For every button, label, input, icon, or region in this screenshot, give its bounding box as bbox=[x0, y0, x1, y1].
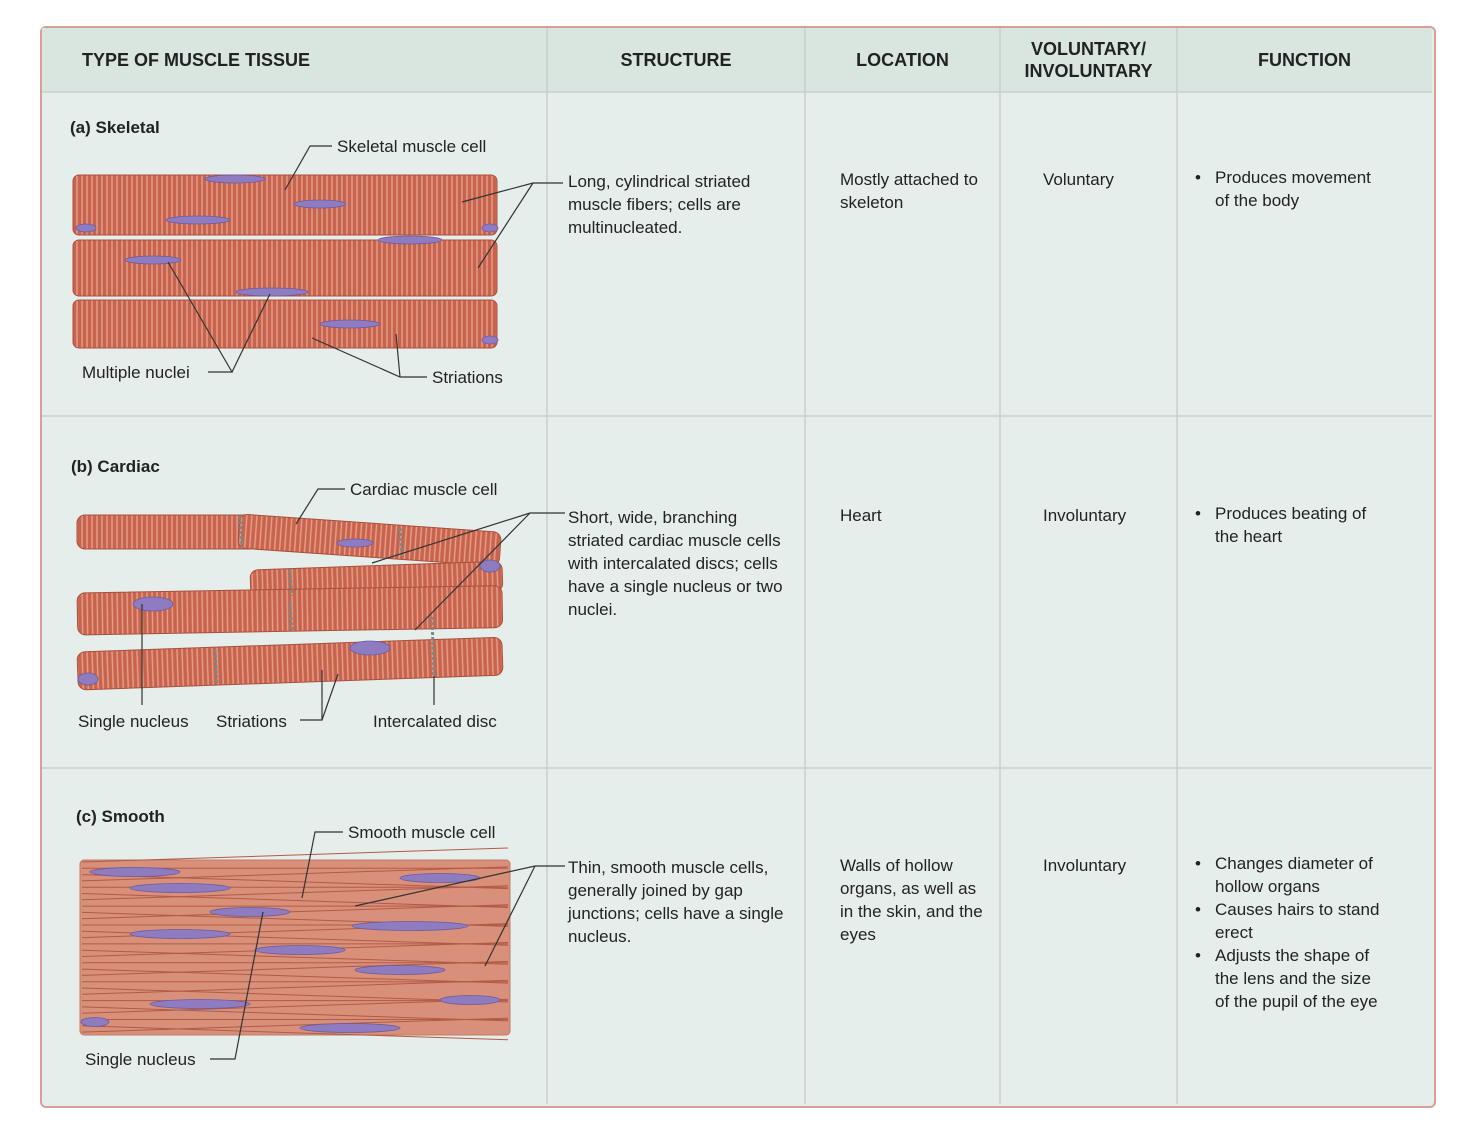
tissue-type: (b) Cardiac bbox=[71, 457, 160, 476]
illustration-label: Single nucleus bbox=[85, 1050, 196, 1069]
function-item: Adjusts the shape of the lens and the si… bbox=[1195, 944, 1385, 1013]
function-list: Produces movement of the body bbox=[1195, 166, 1385, 212]
cardiac-fiber bbox=[237, 514, 502, 567]
illustration-label: Intercalated disc bbox=[373, 712, 497, 731]
nucleus bbox=[293, 199, 347, 209]
leader-line bbox=[414, 512, 531, 631]
nucleus bbox=[336, 538, 374, 548]
intercalated-disc bbox=[288, 569, 294, 597]
nucleus bbox=[319, 319, 381, 329]
smooth-fiber bbox=[81, 998, 509, 1014]
nucleus bbox=[377, 235, 443, 245]
nucleus bbox=[299, 1023, 401, 1033]
nucleus bbox=[75, 223, 97, 233]
voluntary: Voluntary bbox=[1043, 170, 1114, 189]
leader-line bbox=[321, 673, 339, 721]
intercalated-disc bbox=[213, 649, 219, 685]
nucleus bbox=[235, 287, 309, 297]
skeletal-fiber bbox=[72, 239, 498, 297]
nucleus bbox=[149, 999, 251, 1009]
illustration-label: Single nucleus bbox=[78, 712, 189, 731]
illustration-label: Smooth muscle cell bbox=[348, 823, 495, 842]
nucleus bbox=[481, 223, 499, 233]
nucleus bbox=[80, 1017, 110, 1027]
nucleus bbox=[132, 596, 174, 612]
smooth-fiber bbox=[81, 866, 509, 882]
cardiac-fiber bbox=[76, 636, 504, 691]
location: Walls of hollow organs, as well as in th… bbox=[840, 856, 983, 944]
leader-line bbox=[484, 865, 536, 967]
illustration-label: Striations bbox=[432, 368, 503, 387]
nucleus bbox=[349, 640, 391, 656]
smooth-fiber bbox=[81, 874, 509, 890]
function-item: Produces movement of the body bbox=[1195, 166, 1385, 212]
illustration-label: Skeletal muscle cell bbox=[337, 137, 486, 156]
nucleus bbox=[129, 929, 231, 939]
column-header: VOLUNTARY/ INVOLUNTARY bbox=[1000, 28, 1177, 92]
smooth-fiber bbox=[81, 847, 509, 863]
voluntary: Involuntary bbox=[1043, 856, 1127, 875]
smooth-fiber bbox=[81, 904, 509, 920]
nucleus bbox=[89, 867, 181, 877]
skeletal-fiber bbox=[72, 174, 498, 236]
leader-line bbox=[477, 182, 534, 269]
tissue-type: (c) Smooth bbox=[76, 807, 165, 826]
voluntary: Involuntary bbox=[1043, 506, 1127, 525]
function-list: Changes diameter of hollow organsCauses … bbox=[1195, 852, 1385, 1013]
nucleus bbox=[439, 995, 501, 1005]
intercalated-disc bbox=[238, 515, 244, 549]
illustration-label: Cardiac muscle cell bbox=[350, 480, 497, 499]
column-header: STRUCTURE bbox=[547, 28, 805, 92]
function-list: Produces beating of the heart bbox=[1195, 502, 1385, 548]
structure: Thin, smooth muscle cells, generally joi… bbox=[568, 858, 784, 946]
illustration-label: Multiple nuclei bbox=[82, 363, 190, 382]
cardiac-fiber bbox=[76, 585, 504, 636]
tissue-type: (a) Skeletal bbox=[70, 118, 160, 137]
location: Heart bbox=[840, 506, 882, 525]
leader-line bbox=[284, 145, 332, 191]
cardiac-fiber bbox=[76, 514, 258, 550]
leader-line bbox=[301, 831, 343, 899]
function-item: Causes hairs to stand erect bbox=[1195, 898, 1385, 944]
nucleus bbox=[354, 965, 446, 975]
smooth-fiber bbox=[81, 893, 509, 908]
nucleus bbox=[254, 945, 346, 955]
structure: Long, cylindrical striated muscle fibers… bbox=[568, 172, 751, 237]
smooth-fiber bbox=[81, 979, 509, 995]
column-header: LOCATION bbox=[805, 28, 1000, 92]
smooth-fiber bbox=[81, 949, 509, 965]
intercalated-disc bbox=[288, 601, 294, 633]
leader-line bbox=[210, 911, 264, 1060]
nucleus bbox=[351, 921, 469, 931]
illustration-label: Striations bbox=[216, 712, 287, 731]
function-item: Changes diameter of hollow organs bbox=[1195, 852, 1385, 898]
nucleus bbox=[479, 559, 501, 573]
structure: Short, wide, branching striated cardiac … bbox=[568, 508, 783, 619]
nucleus bbox=[124, 255, 182, 265]
leader-line bbox=[231, 293, 271, 373]
nucleus bbox=[481, 335, 499, 345]
nucleus bbox=[165, 215, 231, 225]
column-header: FUNCTION bbox=[1177, 28, 1432, 92]
nucleus bbox=[204, 174, 266, 184]
leader-line bbox=[395, 333, 401, 378]
smooth-fiber bbox=[81, 960, 509, 976]
smooth-fiber bbox=[81, 968, 509, 984]
nucleus bbox=[129, 883, 231, 893]
skeletal-fiber bbox=[72, 299, 498, 349]
smooth-fiber bbox=[81, 987, 509, 1003]
nucleus bbox=[77, 672, 99, 686]
function-item: Produces beating of the heart bbox=[1195, 502, 1385, 548]
leader-line bbox=[295, 488, 345, 525]
smooth-fiber bbox=[81, 1006, 509, 1022]
location: Mostly attached to skeleton bbox=[840, 170, 978, 212]
smooth-fiber bbox=[81, 1025, 509, 1041]
column-header: TYPE OF MUSCLE TISSUE bbox=[42, 28, 547, 92]
nucleus bbox=[209, 907, 291, 917]
smooth-fiber bbox=[81, 1017, 509, 1033]
